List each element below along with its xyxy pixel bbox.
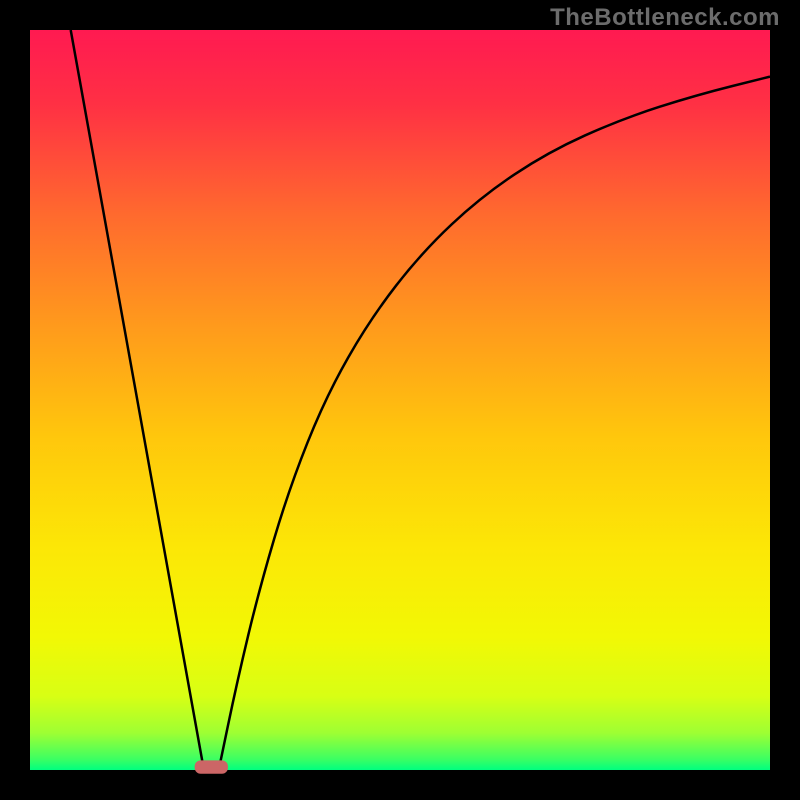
optimum-marker (195, 760, 228, 773)
chart-root: TheBottleneck.com (0, 0, 800, 800)
plot-background (30, 30, 770, 770)
watermark-text: TheBottleneck.com (550, 4, 780, 32)
bottleneck-chart (0, 0, 800, 800)
